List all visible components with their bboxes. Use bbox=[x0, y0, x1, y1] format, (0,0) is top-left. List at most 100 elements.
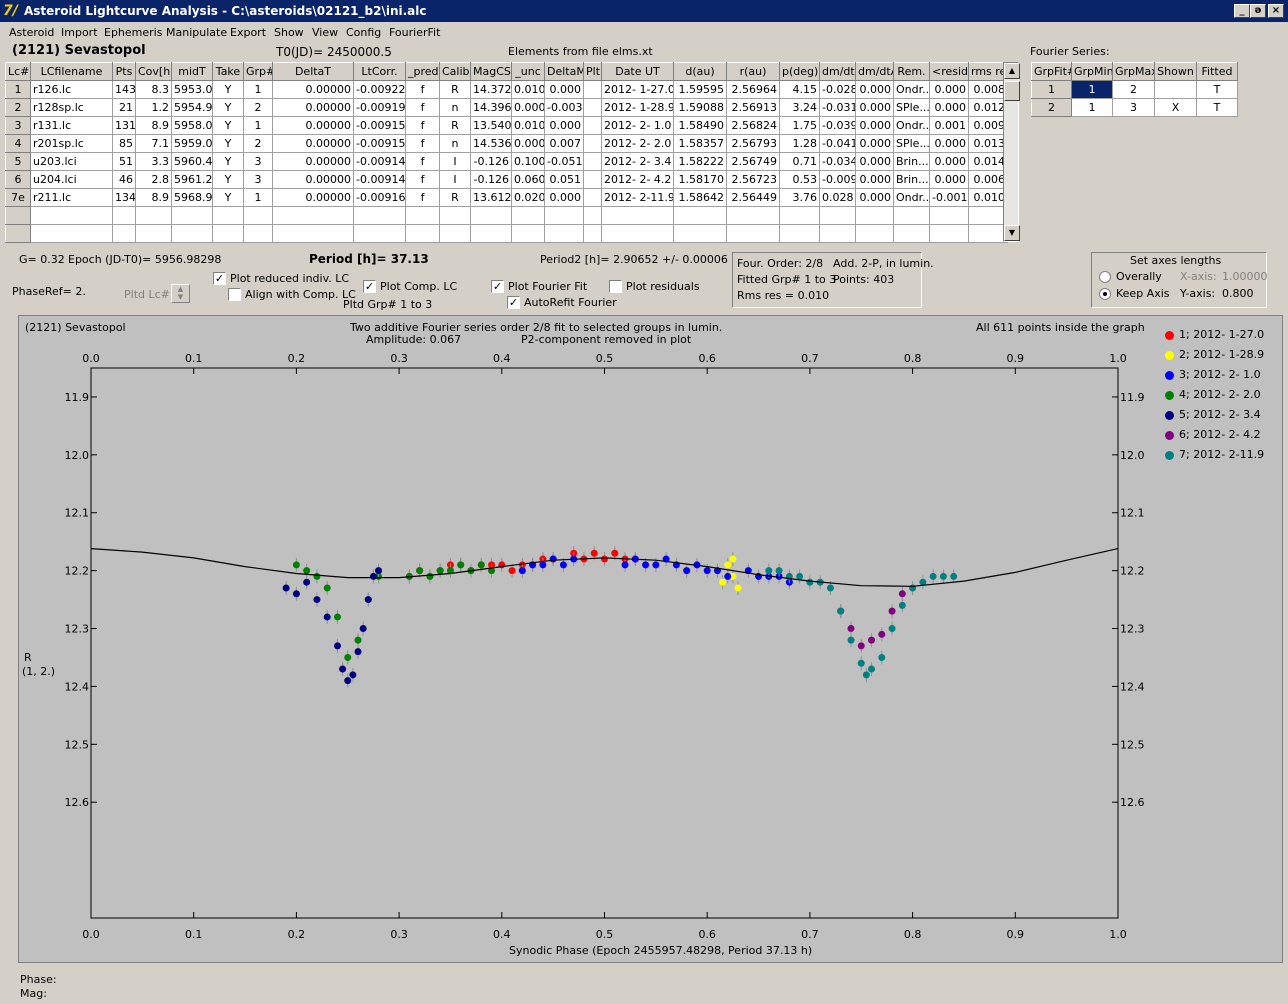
table-cell[interactable]: -0.041 bbox=[819, 134, 856, 153]
fourier-column-header[interactable]: Shown bbox=[1154, 62, 1197, 81]
column-header[interactable]: Pts bbox=[112, 62, 136, 81]
plot-residuals-checkbox[interactable] bbox=[609, 280, 622, 293]
table-row[interactable]: 6 u204.lci 46 2.8 5961.2 Y 3 0.00000 -0.00914 f I -… bbox=[5, 170, 1008, 189]
menu-show[interactable]: Show bbox=[274, 26, 304, 39]
table-row[interactable]: 7e r211.lc 134 8.9 5968.9 Y 1 0.00000 -0.00916 f R… bbox=[5, 188, 1008, 207]
table-cell[interactable]: 131 bbox=[112, 116, 136, 135]
table-cell[interactable]: 4 bbox=[5, 134, 31, 153]
table-cell[interactable]: 3 bbox=[243, 152, 273, 171]
table-cell[interactable]: 1.58222 bbox=[673, 152, 727, 171]
table-cell[interactable]: 2012- 2- 2.0 bbox=[601, 134, 674, 153]
table-cell[interactable]: 0.000 bbox=[855, 80, 894, 99]
minimize-button[interactable]: _ bbox=[1234, 4, 1250, 18]
fourier-cell[interactable]: 2 bbox=[1112, 80, 1155, 99]
table-cell[interactable]: 1 bbox=[243, 80, 273, 99]
pltd-lc-spinner[interactable]: ▲ ▼ bbox=[171, 284, 190, 303]
table-cell[interactable]: 21 bbox=[112, 98, 136, 117]
table-cell[interactable]: 1.58170 bbox=[673, 170, 727, 189]
table-cell[interactable]: r128sp.lc bbox=[30, 98, 113, 117]
table-cell[interactable]: 0.53 bbox=[779, 170, 820, 189]
fourier-cell[interactable]: T bbox=[1196, 98, 1238, 117]
table-cell[interactable]: -0.028 bbox=[819, 80, 856, 99]
table-cell[interactable]: 2.8 bbox=[135, 170, 172, 189]
scroll-down-icon[interactable]: ▼ bbox=[1004, 225, 1020, 241]
table-cell[interactable]: f bbox=[405, 80, 440, 99]
table-cell[interactable]: 2 bbox=[5, 98, 31, 117]
column-header[interactable]: dm/dtA bbox=[855, 62, 894, 81]
column-header[interactable]: _pred bbox=[405, 62, 440, 81]
table-cell[interactable]: -0.126 bbox=[470, 152, 512, 171]
table-cell[interactable]: 0.028 bbox=[819, 188, 856, 207]
table-cell[interactable]: u203.lci bbox=[30, 152, 113, 171]
table-cell[interactable]: Y bbox=[212, 80, 244, 99]
column-header[interactable]: rms res bbox=[968, 62, 1008, 81]
table-row[interactable]: 4 r201sp.lc 85 7.1 5959.0 Y 2 0.00000 -0.00915 f n… bbox=[5, 134, 1008, 153]
table-cell[interactable]: 1.2 bbox=[135, 98, 172, 117]
table-cell[interactable]: 3.76 bbox=[779, 188, 820, 207]
table-cell[interactable] bbox=[583, 170, 602, 189]
plot-comp-checkbox[interactable]: ✓ bbox=[363, 280, 376, 293]
lightcurve-plot-panel[interactable]: (2121) Sevastopol Two additive Fourier s… bbox=[18, 315, 1283, 963]
column-header[interactable]: MagCS bbox=[470, 62, 512, 81]
table-cell[interactable]: 1 bbox=[243, 116, 273, 135]
fourier-column-header[interactable]: Fitted bbox=[1196, 62, 1238, 81]
table-cell[interactable]: f bbox=[405, 152, 440, 171]
table-cell[interactable]: 0.000 bbox=[544, 116, 584, 135]
table-cell[interactable]: Y bbox=[212, 134, 244, 153]
table-cell[interactable]: 0.014 bbox=[968, 152, 1008, 171]
table-cell[interactable]: r126.lc bbox=[30, 80, 113, 99]
table-cell[interactable]: 0.00000 bbox=[272, 116, 354, 135]
close-button[interactable]: × bbox=[1268, 4, 1284, 18]
table-cell[interactable]: 0.000 bbox=[929, 152, 969, 171]
table-cell[interactable]: 0.020 bbox=[511, 188, 545, 207]
column-header[interactable]: r(au) bbox=[726, 62, 780, 81]
table-cell[interactable]: -0.009 bbox=[819, 170, 856, 189]
table-cell[interactable]: 143 bbox=[112, 80, 136, 99]
table-cell[interactable]: 1.75 bbox=[779, 116, 820, 135]
empty-table-row[interactable] bbox=[5, 206, 1008, 225]
table-cell[interactable]: 0.010 bbox=[511, 80, 545, 99]
table-cell[interactable]: 1 bbox=[243, 188, 273, 207]
table-cell[interactable] bbox=[583, 134, 602, 153]
table-cell[interactable]: 0.00000 bbox=[272, 98, 354, 117]
menu-ephemeris[interactable]: Ephemeris bbox=[104, 26, 163, 39]
column-header[interactable]: Calib. bbox=[439, 62, 471, 81]
table-cell[interactable]: 5954.9 bbox=[171, 98, 213, 117]
table-cell[interactable] bbox=[583, 152, 602, 171]
table-cell[interactable]: -0.00914 bbox=[353, 170, 406, 189]
table-cell[interactable]: I bbox=[439, 170, 471, 189]
fourier-cell[interactable]: 1 bbox=[1071, 80, 1113, 99]
table-cell[interactable]: 0.060 bbox=[511, 170, 545, 189]
table-cell[interactable]: R bbox=[439, 80, 471, 99]
column-header[interactable]: Lc# bbox=[5, 62, 31, 81]
table-cell[interactable]: Y bbox=[212, 98, 244, 117]
scroll-thumb[interactable] bbox=[1004, 81, 1020, 101]
table-cell[interactable]: 14.396 bbox=[470, 98, 512, 117]
table-cell[interactable]: 0.000 bbox=[929, 134, 969, 153]
table-cell[interactable]: -0.00915 bbox=[353, 116, 406, 135]
fourier-column-header[interactable]: GrpFit# bbox=[1031, 62, 1072, 81]
table-row[interactable]: 5 u203.lci 51 3.3 5960.4 Y 3 0.00000 -0.00914 f I -… bbox=[5, 152, 1008, 171]
table-cell[interactable]: -0.00916 bbox=[353, 188, 406, 207]
fourier-cell[interactable]: 3 bbox=[1112, 98, 1155, 117]
y-axis-field[interactable]: 0.800 bbox=[1222, 287, 1254, 300]
table-cell[interactable]: r201sp.lc bbox=[30, 134, 113, 153]
column-header[interactable]: p(deg) bbox=[779, 62, 820, 81]
table-cell[interactable]: 2.56964 bbox=[726, 80, 780, 99]
table-cell[interactable]: -0.039 bbox=[819, 116, 856, 135]
table-cell[interactable]: 0.00000 bbox=[272, 188, 354, 207]
table-cell[interactable]: -0.00914 bbox=[353, 152, 406, 171]
table-cell[interactable]: 0.012 bbox=[968, 98, 1008, 117]
table-cell[interactable]: -0.051 bbox=[544, 152, 584, 171]
table-cell[interactable]: f bbox=[405, 116, 440, 135]
restore-button[interactable]: ǝ bbox=[1250, 4, 1266, 18]
column-header[interactable]: Grp# bbox=[243, 62, 273, 81]
table-cell[interactable]: 0.010 bbox=[511, 116, 545, 135]
menu-manipulate[interactable]: Manipulate bbox=[166, 26, 228, 39]
table-cell[interactable]: Y bbox=[212, 170, 244, 189]
table-cell[interactable]: 8.9 bbox=[135, 116, 172, 135]
table-cell[interactable]: 0.000 bbox=[511, 98, 545, 117]
plot-reduced-checkbox[interactable]: ✓ bbox=[213, 272, 226, 285]
table-cell[interactable]: 3.24 bbox=[779, 98, 820, 117]
table-row[interactable]: 2 r128sp.lc 21 1.2 5954.9 Y 2 0.00000 -0.00919 f n… bbox=[5, 98, 1008, 117]
